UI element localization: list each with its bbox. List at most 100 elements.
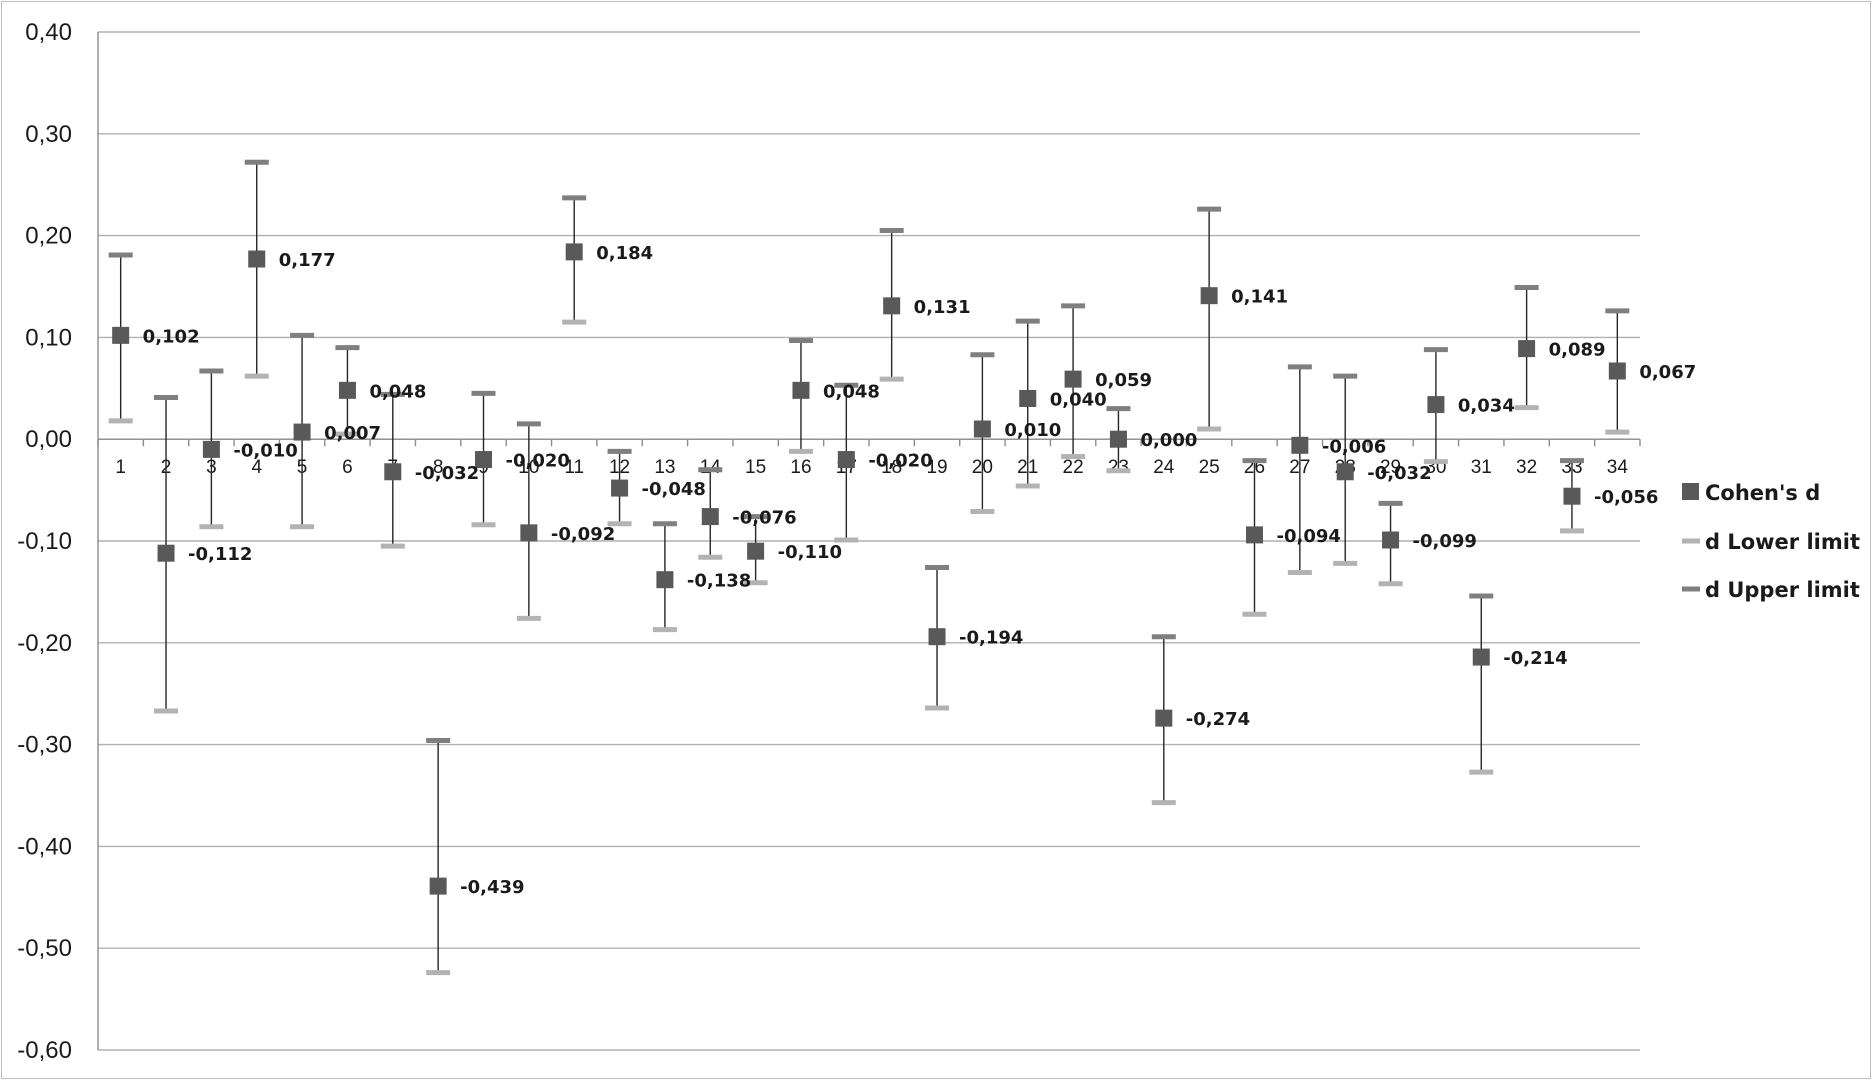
y-tick-label: -0,50 [17,935,72,962]
cohens-d-point [1563,487,1581,505]
x-tick-label: 1 [115,457,126,478]
x-tick-label: 15 [745,457,766,478]
cohens-d-point [701,508,719,526]
data-label: 0,048 [823,381,880,402]
y-tick-label: 0,10 [25,324,72,351]
error-bars [108,159,1630,976]
data-label: -0,099 [1413,531,1477,552]
x-tick-label: 34 [1607,457,1629,478]
x-tick-label: 25 [1199,457,1220,478]
y-tick-label: 0,30 [25,121,72,148]
data-label: -0,094 [1277,526,1341,547]
data-label: -0,006 [1322,436,1386,457]
cohens-d-point [1291,436,1309,454]
data-label: -0,110 [778,542,842,563]
y-tick-label: 0,00 [25,426,72,453]
x-tick-label: 18 [881,457,902,478]
cohens-d-point [928,628,946,646]
x-tick-label: 19 [926,457,947,478]
cohens-d-point [384,463,402,481]
data-label: 0,059 [1095,370,1152,391]
data-label: -0,138 [687,571,751,592]
y-tick-label: -0,60 [17,1037,72,1064]
cohens-d-point [429,877,447,895]
x-tick-label: 4 [251,457,262,478]
data-label: 0,048 [369,381,426,402]
x-tick-label: 11 [564,457,584,478]
data-label: 0,089 [1549,340,1606,361]
data-label: 0,102 [143,326,200,347]
data-label: -0,032 [1367,463,1431,484]
x-tick-label: 24 [1153,457,1175,478]
data-points [112,243,1626,895]
y-tick-label: -0,30 [17,732,72,759]
x-tick-label: 8 [433,457,444,478]
cohens-d-point [112,326,130,344]
cohens-d-point [747,542,765,560]
data-label: -0,020 [868,451,932,472]
data-label: -0,032 [415,463,479,484]
cohens-d-point [1382,531,1400,549]
legend-marker-square [1682,483,1699,500]
gridlines [98,31,1640,1051]
legend-label: Cohen's d [1705,481,1820,505]
cohens-d-point [1608,362,1626,380]
data-label: -0,076 [732,508,796,529]
cohens-d-point [157,544,175,562]
legend-label: d Lower limit [1705,530,1860,554]
x-tick-label: 6 [342,457,353,478]
data-label: 0,131 [914,297,971,318]
cohens-d-point [1019,389,1037,407]
data-label: -0,439 [460,877,524,898]
cohens-d-point [611,479,629,497]
cohens-d-point [1155,709,1173,727]
cohens-d-point [973,420,991,438]
cohens-d-point [202,440,220,458]
data-label: 0,010 [1004,420,1061,441]
x-tick-label: 32 [1516,457,1537,478]
data-label: -0,020 [506,451,570,472]
cohens-d-point [656,571,674,589]
data-label: 0,040 [1050,389,1107,410]
cohens-d-point [520,524,538,542]
cohens-d-point [883,297,901,315]
data-label: 0,000 [1140,430,1197,451]
y-tick-label: -0,10 [17,528,72,555]
data-label: -0,194 [959,628,1023,649]
legend: Cohen's d d Lower limit d Upper limit [1682,481,1860,602]
cohens-d-point [792,381,810,399]
x-tick-label: 22 [1063,457,1084,478]
cohens-d-point [837,451,855,469]
data-label: -0,214 [1503,648,1567,669]
x-tick-label: 29 [1380,457,1401,478]
legend-label: d Upper limit [1705,578,1860,602]
cohens-d-point [248,250,266,268]
cohens-d-point [1427,396,1445,414]
cohens-d-point [1246,526,1263,544]
cohens-d-point [1472,648,1490,666]
data-label: 0,067 [1639,362,1696,383]
y-tick-label: 0,20 [25,223,72,250]
cohens-d-point [338,381,356,399]
data-label: 0,184 [596,243,653,264]
data-label: -0,010 [233,440,297,461]
cohens-d-point [565,243,583,261]
cohens-d-point [293,423,311,441]
data-label: -0,092 [551,524,615,545]
y-axis: 0,40 0,30 0,20 0,10 0,00 -0,10 -0,20 -0,30 -0,40… [17,19,99,1064]
data-label: -0,056 [1594,487,1658,508]
data-label: 0,141 [1231,287,1288,308]
data-label: -0,048 [642,479,706,500]
cohens-d-point [1518,340,1536,358]
data-label: 0,034 [1458,396,1515,417]
data-label: -0,112 [188,544,252,565]
data-label: 0,177 [279,250,336,271]
cohens-d-point [1336,463,1354,481]
cohens-d-point [1200,287,1218,305]
cohens-d-point [1064,370,1082,388]
data-labels: 0,102 -0,112 -0,010 0,177 0,007 0,048 -0,032 -0… [143,243,1697,898]
y-tick-label: 0,40 [25,19,72,46]
data-label: 0,007 [324,423,381,444]
